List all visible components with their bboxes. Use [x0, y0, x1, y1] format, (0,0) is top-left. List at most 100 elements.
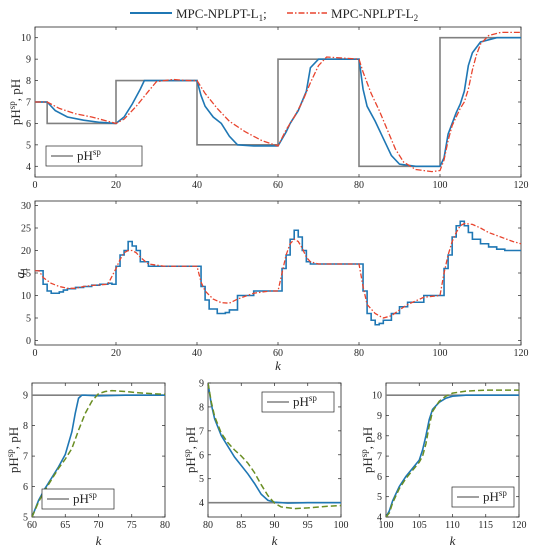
series-line-l2: [208, 383, 341, 510]
y-tick-label: 5: [199, 474, 204, 485]
zoom-60-80-panel: 60 65 70 75 80 5 6 7 8 9 pHsp, pH k pHsp: [5, 382, 170, 548]
x-tick-label: 90: [270, 520, 280, 531]
x-tick-label: 95: [303, 520, 313, 531]
x-tick-label: 100: [334, 520, 349, 531]
ph-main-plot-area: [35, 31, 521, 173]
setpoint-legend-box: [261, 391, 335, 413]
q-main-axes-frame: [34, 200, 522, 346]
x-axis-label: k: [96, 533, 102, 548]
y-tick-label: 5: [23, 513, 28, 524]
x-tick-label: 85: [236, 520, 246, 531]
y-tick-label: 4: [26, 162, 31, 173]
y-tick-label: 9: [199, 379, 204, 390]
zoom-80-100-plot-area: [208, 383, 341, 510]
y-axis-label: q1: [12, 268, 29, 279]
x-axis-label: k: [272, 533, 278, 548]
zoom-60-80-plot-area: [32, 389, 165, 517]
x-tick-label: 80: [160, 520, 170, 531]
y-tick-label: 9: [377, 411, 382, 422]
x-tick-label: 20: [111, 348, 121, 359]
setpoint-legend-label: pHsp: [73, 490, 97, 506]
x-tick-label: 120: [514, 348, 529, 359]
y-tick-label: 25: [21, 224, 31, 235]
x-tick-label: 0: [33, 180, 38, 191]
q-main-panel: 0 20 40 60 80 100 120 0 5 10 15 20 25 30 q1 k: [12, 200, 529, 373]
series-line-l1: [208, 383, 341, 504]
y-tick-label: 30: [21, 201, 31, 212]
y-tick-label: 5: [26, 314, 31, 325]
y-tick-label: 8: [26, 76, 31, 87]
x-tick-label: 120: [514, 180, 529, 191]
y-tick-label: 5: [377, 492, 382, 503]
setpoint-legend-label: pHsp: [483, 488, 507, 504]
legend-label-l1: MPC-NPLPT-L1;: [176, 6, 267, 23]
y-tick-label: 20: [21, 246, 31, 257]
x-axis-label: k: [450, 533, 456, 548]
zoom-80-100-panel: 80 85 90 95 100 4 5 6 7 8 9 pHsp, pH k pHsp: [182, 379, 349, 549]
x-tick-label: 115: [478, 520, 493, 531]
series-line-l1: [386, 394, 519, 517]
y-tick-label: 9: [26, 55, 31, 66]
x-tick-label: 70: [94, 520, 104, 531]
y-axis-label: pHsp, pH: [182, 427, 198, 473]
y-tick-label: 7: [377, 452, 382, 463]
x-tick-label: 100: [433, 348, 448, 359]
y-tick-label: 6: [26, 119, 31, 130]
x-tick-label: 105: [412, 520, 427, 531]
top-legend: MPC-NPLPT-L1; MPC-NPLPT-L2: [130, 6, 418, 23]
y-tick-label: 8: [23, 421, 28, 432]
y-tick-label: 10: [21, 33, 31, 44]
y-tick-label: 6: [199, 450, 204, 461]
setpoint-legend-box: [41, 488, 115, 510]
y-tick-label: 6: [377, 472, 382, 483]
x-tick-label: 75: [127, 520, 137, 531]
y-tick-label: 4: [199, 498, 204, 509]
x-tick-label: 60: [27, 520, 37, 531]
ph-main-panel: 0 20 40 60 80 100 120 4 5 6 7 8 9 10 pHsp, pH pHsp: [7, 26, 529, 191]
x-tick-label: 60: [273, 180, 283, 191]
q-main-plot-area: [35, 220, 521, 326]
y-axis-label: pHsp, pH: [359, 427, 375, 473]
y-tick-label: 5: [26, 140, 31, 151]
x-tick-label: 100: [433, 180, 448, 191]
x-tick-label: 80: [203, 520, 213, 531]
y-tick-label: 8: [377, 431, 382, 442]
setpoint-legend-label: pHsp: [77, 147, 101, 163]
x-tick-label: 60: [273, 348, 283, 359]
zoom-100-120-panel: 100 105 110 115 120 4 5 6 7 8 9 10 pHsp, pH k pHsp: [359, 382, 527, 548]
y-tick-label: 7: [26, 98, 31, 109]
x-tick-label: 110: [445, 520, 460, 531]
legend-label-l2: MPC-NPLPT-L2: [331, 6, 418, 23]
y-tick-label: 7: [23, 452, 28, 463]
x-tick-label: 40: [192, 180, 202, 191]
x-tick-label: 0: [33, 348, 38, 359]
zoom-100-120-plot-area: [386, 389, 519, 517]
y-tick-label: 10: [372, 391, 382, 402]
y-tick-label: 0: [26, 336, 31, 347]
y-tick-label: 7: [199, 426, 204, 437]
x-tick-label: 80: [354, 348, 364, 359]
x-tick-label: 120: [512, 520, 527, 531]
series-line-l1: [35, 220, 521, 326]
y-tick-label: 6: [23, 482, 28, 493]
x-tick-label: 100: [379, 520, 394, 531]
setpoint-legend-box: [45, 145, 143, 167]
x-axis-label: k: [275, 358, 281, 373]
setpoint-legend-box: [451, 486, 515, 508]
x-tick-label: 80: [354, 180, 364, 191]
y-tick-label: 10: [21, 291, 31, 302]
series-line-l1: [32, 394, 165, 517]
y-tick-label: 4: [377, 513, 382, 524]
y-tick-label: 8: [199, 402, 204, 413]
x-tick-label: 20: [111, 180, 121, 191]
setpoint-legend-label: pHsp: [293, 393, 317, 409]
y-tick-label: 15: [21, 269, 31, 280]
x-tick-label: 40: [192, 348, 202, 359]
y-axis-label: pHsp, pH: [5, 427, 21, 473]
y-tick-label: 9: [23, 391, 28, 402]
x-tick-label: 65: [60, 520, 70, 531]
series-line-l2: [35, 222, 521, 319]
y-axis-label: pHsp, pH: [7, 79, 23, 125]
series-line-l2: [386, 389, 519, 517]
